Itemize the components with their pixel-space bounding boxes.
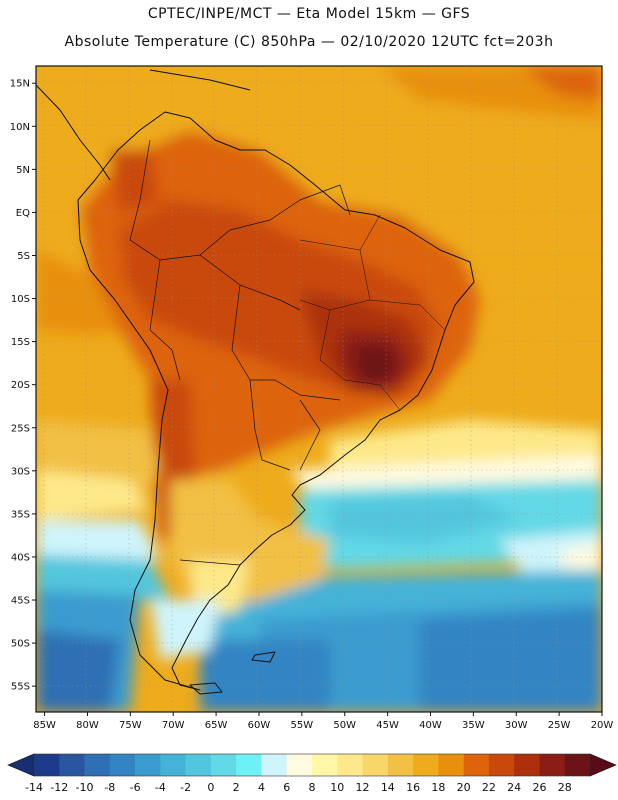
colorbar-swatch — [514, 754, 540, 776]
lat-tick-label: 10S — [11, 294, 30, 305]
lat-tick-label: 5N — [16, 165, 30, 176]
lat-tick-label: 55S — [11, 682, 30, 693]
lat-tick-label: 50S — [11, 639, 30, 650]
colorbar-swatch — [84, 754, 111, 776]
colorbar-label: 4 — [258, 781, 265, 794]
lon-tick-label: 60W — [248, 720, 271, 731]
lat-tick-label: 10N — [10, 122, 30, 133]
colorbar-label: 16 — [406, 781, 420, 794]
lon-tick-label: 20W — [591, 720, 614, 731]
colorbar-label: 22 — [482, 781, 496, 794]
colorbar-swatch — [438, 754, 464, 776]
colorbar-label: 0 — [207, 781, 214, 794]
lon-tick-label: 50W — [333, 720, 356, 731]
colorbar-swatch — [488, 754, 515, 776]
lon-tick-label: 80W — [76, 720, 99, 731]
lon-tick-label: 30W — [505, 720, 528, 731]
lon-tick-label: 55W — [291, 720, 314, 731]
lat-tick-label: 15N — [10, 79, 30, 90]
colorbar-swatch — [387, 754, 414, 776]
colorbar-swatch — [564, 754, 591, 776]
colorbar-swatch — [135, 754, 161, 776]
colorbar-swatch — [261, 754, 288, 776]
lat-tick-label: 35S — [11, 509, 30, 520]
colorbar-label: 14 — [381, 781, 395, 794]
colorbar-under-arrow — [7, 753, 35, 777]
colorbar-label: -12 — [50, 781, 68, 794]
lon-tick-label: 45W — [376, 720, 399, 731]
lon-tick-label: 25W — [548, 720, 571, 731]
colorbar-swatch — [109, 754, 136, 776]
lon-tick-label: 75W — [119, 720, 142, 731]
lon-tick-label: 40W — [419, 720, 442, 731]
colorbar-label: 10 — [330, 781, 344, 794]
title-line-2: Absolute Temperature (C) 850hPa — 02/10/… — [64, 34, 554, 50]
lat-tick-label: EQ — [16, 208, 30, 219]
lat-tick-label: 25S — [11, 423, 30, 434]
colorbar-label: -8 — [104, 781, 115, 794]
colorbar-label: 26 — [532, 781, 546, 794]
falklands — [251, 651, 276, 663]
colorbar-swatch — [160, 754, 186, 776]
lon-tick-label: 65W — [205, 720, 228, 731]
colorbar-label: 18 — [431, 781, 445, 794]
lat-tick-label: 45S — [11, 596, 30, 607]
tierra-del-fuego — [189, 682, 223, 695]
colorbar-over-arrow — [589, 753, 617, 777]
lon-tick-label: 85W — [33, 720, 56, 731]
colorbar-swatch — [59, 754, 85, 776]
map-frame — [35, 65, 603, 713]
colorbar-label: 6 — [283, 781, 290, 794]
colorbar-border — [33, 753, 591, 777]
colorbar-label: -4 — [155, 781, 166, 794]
lat-tick-label: 20S — [11, 380, 30, 391]
colorbar-swatch — [337, 754, 363, 776]
colorbar-swatch — [413, 754, 439, 776]
coastlines — [36, 69, 475, 695]
colorbar-swatch — [34, 754, 60, 776]
colorbar-swatch — [463, 754, 490, 776]
colorbar-swatch — [539, 754, 566, 776]
colorbar-swatch — [312, 754, 338, 776]
colorbar: -14 -12 -10 -8 -6 -4 -2 0 2 4 6 8 10 12 14 16 18 20 22 24 26… — [7, 753, 617, 794]
colorbar-swatch — [362, 754, 389, 776]
brazil-states — [299, 214, 446, 411]
colorbar-label: -14 — [25, 781, 43, 794]
lon-tick-label: 70W — [162, 720, 185, 731]
lat-tick-label: 5S — [17, 251, 30, 262]
lon-tick-label: 35W — [462, 720, 485, 731]
colorbar-label: 20 — [457, 781, 471, 794]
colorbar-label: 24 — [507, 781, 521, 794]
colorbar-label: -6 — [130, 781, 141, 794]
colorbar-swatch — [185, 754, 212, 776]
colorbar-swatch — [210, 754, 237, 776]
title-line-1: CPTEC/INPE/MCT — Eta Model 15km — GFS — [147, 6, 471, 22]
south-america-coast — [77, 111, 475, 691]
lat-tick-label: 40S — [11, 552, 30, 563]
colorbar-label: -10 — [76, 781, 94, 794]
latitude-axis: 15N 10N 5N EQ 5S 10S 15S 20S 25S 30S 35S 40S 45S 50S 5… — [10, 79, 36, 693]
caribbean-islands — [149, 69, 251, 91]
colorbar-swatch — [236, 754, 262, 776]
lat-tick-label: 15S — [11, 337, 30, 348]
colorbar-label: 12 — [356, 781, 370, 794]
colorbar-label: 8 — [309, 781, 316, 794]
lat-tick-label: 30S — [11, 466, 30, 477]
colorbar-label: 28 — [558, 781, 572, 794]
temperature-field — [36, 66, 602, 712]
country-borders — [129, 139, 351, 566]
colorbar-label: -2 — [180, 781, 191, 794]
longitude-axis: 85W 80W 75W 70W 65W 60W 55W 50W 45W 40W 35W 30W 25W 2… — [33, 712, 613, 731]
colorbar-swatch — [286, 754, 313, 776]
colorbar-label: 2 — [233, 781, 240, 794]
central-america-coast — [36, 84, 111, 181]
